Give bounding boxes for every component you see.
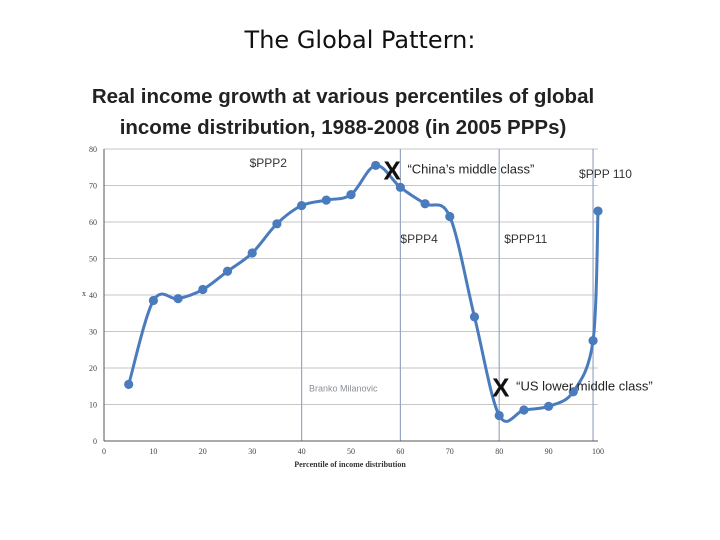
data-point [371, 160, 381, 171]
x-axis-title: Percentile of income distribution [294, 460, 406, 469]
chart-title-line: Real income growth at various percentile… [92, 85, 594, 108]
data-point [272, 219, 282, 229]
annotation-label: “China’s middle class” [407, 161, 534, 176]
data-point [346, 190, 356, 200]
reference-lines: $PPP2 $PPP4 $PPP11 $PPP 110 [250, 149, 632, 441]
series-points [124, 160, 603, 421]
x-tick-label: 50 [347, 447, 355, 456]
y-tick-label: 50 [89, 255, 97, 264]
y-tick-label: 60 [89, 218, 97, 227]
x-tick-label: 30 [248, 447, 256, 456]
x-tick-label: 0 [102, 447, 106, 456]
x-tick-label: 60 [396, 447, 404, 456]
data-point [321, 195, 331, 205]
data-point [420, 199, 430, 209]
y-tick-label: 10 [89, 401, 97, 410]
x-tick-label: 90 [545, 447, 553, 456]
data-point [445, 211, 455, 222]
data-point [544, 401, 554, 411]
data-point [395, 182, 405, 192]
slide-title: The Global Pattern: [244, 26, 476, 54]
y-tick-label: 20 [89, 364, 97, 373]
y-tick-label: 40 [89, 291, 97, 300]
x-tick-label: 10 [149, 447, 157, 456]
x-tick-label: 100 [592, 447, 604, 456]
y-tick-label: 30 [89, 328, 97, 337]
chart-title: Real income growth at various percentile… [92, 85, 594, 139]
reference-line-label: $PPP11 [504, 232, 547, 246]
x-tick-label: 20 [199, 447, 207, 456]
data-point [222, 266, 233, 276]
data-point [593, 206, 603, 216]
data-point [247, 248, 257, 258]
y-tick-label: 0 [93, 437, 97, 446]
x-tick-label: 80 [495, 447, 503, 456]
data-point [588, 336, 598, 346]
data-point [519, 405, 529, 415]
data-point [148, 295, 158, 306]
annotation-x-marker: X [492, 373, 510, 403]
reference-line-label: $PPP 110 [579, 167, 632, 181]
data-point [173, 294, 183, 304]
watermark-credit: Branko Milanovic [309, 384, 378, 394]
y-axis-title: x [82, 289, 86, 298]
data-point [198, 284, 208, 295]
data-point [568, 387, 578, 397]
data-point [124, 379, 134, 390]
x-tick-label: 40 [298, 447, 306, 456]
chart-title-line: income distribution, 1988-2008 (in 2005 … [120, 116, 567, 139]
annotation-label: “US lower middle class” [516, 379, 653, 394]
chart-axes: 0 10 20 30 40 50 60 70 80 0 10 20 30 40 50 60 70 80 90 100 P… [82, 145, 604, 469]
chart-annotations: X “China’s middle class” X “US lower middle… [309, 155, 653, 402]
reference-line-label: $PPP2 [250, 156, 288, 170]
y-tick-label: 70 [89, 182, 97, 191]
reference-line-label: $PPP4 [400, 232, 438, 246]
y-tick-label: 80 [89, 145, 97, 154]
data-point [297, 200, 307, 211]
annotation-x-marker: X [383, 155, 401, 185]
data-point [494, 410, 504, 421]
x-tick-label: 70 [446, 447, 454, 456]
data-point [469, 312, 480, 322]
